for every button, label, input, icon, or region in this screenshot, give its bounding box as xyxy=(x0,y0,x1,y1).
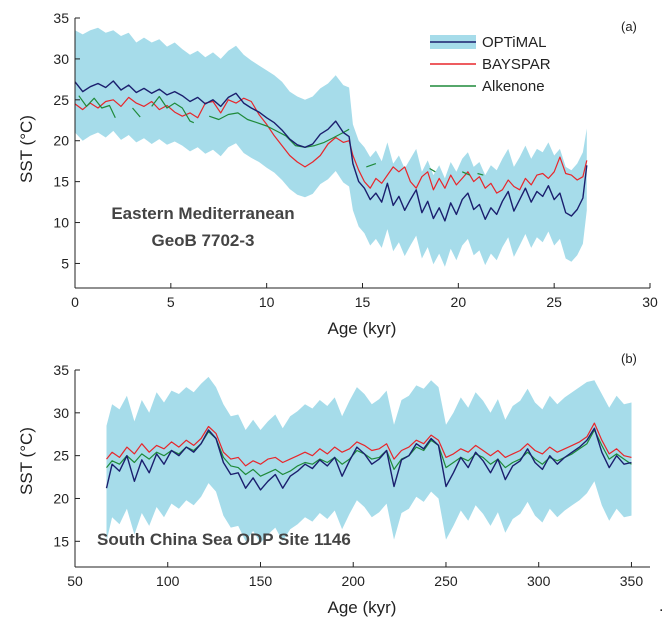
alkenone-line-a-seg5 xyxy=(429,167,436,173)
y-tick-label-b: 30 xyxy=(53,405,69,421)
alkenone-line-a-seg3 xyxy=(209,112,350,148)
alkenone-line-b xyxy=(106,429,632,477)
y-tick-label-b: 35 xyxy=(53,362,69,378)
plot-area-b xyxy=(105,376,632,543)
x-tick-label-b: 150 xyxy=(249,573,273,589)
alkenone-line-a-seg1 xyxy=(132,107,141,118)
x-tick-label-b: 200 xyxy=(342,573,366,589)
y-tick-label-a: 15 xyxy=(53,174,69,190)
x-tick-label-b: 350 xyxy=(620,573,644,589)
x-tick-label-b: 50 xyxy=(67,573,83,589)
optimal-line-a xyxy=(74,80,588,222)
x-axis-label-b: Age (kyr) xyxy=(328,598,397,617)
y-tick-label-a: 5 xyxy=(61,255,69,271)
y-axis-label-b: SST (°C) xyxy=(17,427,36,495)
ticks-b: 50 100 150 200 250 300 350 15 20 25 30 35 xyxy=(53,362,643,589)
x-tick-label-b: 300 xyxy=(527,573,551,589)
x-tick-label-a: 20 xyxy=(451,294,467,310)
x-tick-label-a: 30 xyxy=(642,294,658,310)
bayspar-line-b xyxy=(106,422,632,467)
x-tick-label-a: 15 xyxy=(355,294,371,310)
bayspar-line-a xyxy=(74,96,588,194)
x-tick-label-a: 5 xyxy=(167,294,175,310)
y-tick-label-b: 20 xyxy=(53,490,69,506)
alkenone-line-a-seg7 xyxy=(477,172,484,176)
y-tick-label-a: 25 xyxy=(53,92,69,108)
y-tick-label-a: 35 xyxy=(53,10,69,26)
panel-label-a: (a) xyxy=(621,19,637,34)
plot-area-a xyxy=(74,27,588,267)
trailing-mark: . xyxy=(659,598,663,615)
legend-label-optimal: OPTiMAL xyxy=(482,34,546,51)
alkenone-line-a-seg4 xyxy=(366,163,377,168)
ticks-a: 0 5 10 15 20 25 30 5 10 15 20 25 30 35 xyxy=(53,10,658,310)
alkenone-line-a-seg6 xyxy=(461,171,471,176)
x-tick-label-b: 100 xyxy=(156,573,180,589)
y-tick-label-b: 25 xyxy=(53,448,69,464)
x-tick-label-a: 0 xyxy=(71,294,79,310)
optimal-line-b xyxy=(105,427,632,491)
y-tick-label-b: 15 xyxy=(53,533,69,549)
series-lines-b xyxy=(105,422,632,491)
legend-label-bayspar: BAYSPAR xyxy=(482,56,551,73)
legend-label-alkenone: Alkenone xyxy=(482,78,545,95)
series-lines-a xyxy=(74,80,588,222)
site-annotation-a-line2: GeoB 7702-3 xyxy=(152,231,255,250)
x-axis-label-a: Age (kyr) xyxy=(328,319,397,338)
x-tick-label-a: 10 xyxy=(259,294,275,310)
panel-label-b: (b) xyxy=(621,351,637,366)
legend: OPTiMAL BAYSPAR Alkenone xyxy=(430,34,551,95)
panel-a: 0 5 10 15 20 25 30 5 10 15 20 25 30 35 SST (°C) Age (… xyxy=(17,10,658,338)
y-tick-label-a: 20 xyxy=(53,133,69,149)
y-axis-label-a: SST (°C) xyxy=(17,115,36,183)
y-tick-label-a: 10 xyxy=(53,215,69,231)
x-tick-label-a: 25 xyxy=(546,294,562,310)
axes-b xyxy=(74,370,650,568)
site-annotation-b: South China Sea ODP Site 1146 xyxy=(97,530,351,549)
y-tick-label-a: 30 xyxy=(53,51,69,67)
x-tick-label-b: 250 xyxy=(434,573,458,589)
alkenone-line-a-seg0 xyxy=(78,95,116,119)
alkenone-line-a-seg2 xyxy=(151,95,195,124)
site-annotation-a-line1: Eastern Mediterranean xyxy=(111,204,294,223)
